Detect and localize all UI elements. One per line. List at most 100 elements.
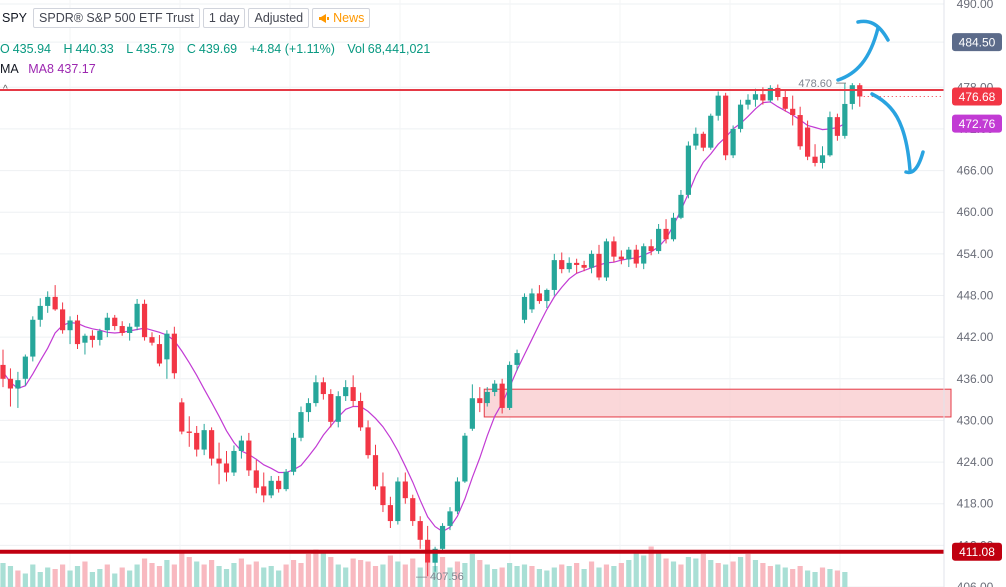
- symbol-ticker[interactable]: SPY: [2, 11, 28, 25]
- indicator-legend[interactable]: MA MA8 437.17: [0, 62, 96, 76]
- price-tick-label: 454.00: [957, 247, 994, 261]
- volume-bar: [119, 567, 125, 587]
- candle-body: [782, 97, 788, 109]
- volume-bar: [656, 552, 662, 587]
- candle-body: [402, 481, 408, 499]
- candle-body: [313, 382, 319, 404]
- candle: [223, 450, 230, 482]
- candle: [156, 335, 163, 367]
- candle: [171, 326, 177, 379]
- open-value: 435.94: [12, 42, 51, 56]
- candle-body: [805, 127, 811, 157]
- price-badge-label: 476.68: [959, 90, 996, 104]
- volume-bar: [633, 551, 639, 587]
- volume-bar: [819, 567, 826, 587]
- candle-body: [760, 94, 766, 101]
- close-value: 439.69: [198, 42, 238, 56]
- indicator-label: MA: [0, 62, 19, 76]
- price-badge-bg: [952, 33, 1002, 52]
- candle: [618, 250, 624, 265]
- volume-bar: [790, 569, 796, 587]
- candle: [849, 83, 855, 110]
- candle-body: [603, 241, 610, 278]
- price-tick-label: 430.00: [957, 413, 994, 427]
- candle-body: [387, 505, 393, 522]
- candle-body: [335, 396, 341, 422]
- news-label: News: [333, 11, 365, 25]
- candle: [119, 321, 125, 336]
- volume-bar: [417, 567, 423, 587]
- volume-bars: [0, 546, 848, 587]
- volume-bar: [536, 569, 542, 587]
- symbol-name[interactable]: SPDR® S&P 500 ETF Trust: [33, 8, 200, 28]
- volume-bar: [439, 557, 446, 587]
- candle: [380, 472, 386, 513]
- candle-body: [559, 260, 565, 270]
- candle-body: [141, 303, 148, 338]
- candle-body: [596, 253, 602, 278]
- indicator-value: 437.17: [57, 62, 96, 76]
- up-arrow-head: [856, 19, 890, 42]
- candle-body: [648, 246, 654, 252]
- volume-bar: [358, 560, 364, 587]
- candle-body: [89, 335, 95, 340]
- candle: [566, 257, 572, 273]
- candle: [782, 90, 788, 112]
- volume-bar: [760, 563, 766, 587]
- volume-bar: [343, 567, 349, 587]
- candle: [693, 127, 699, 150]
- candle: [819, 146, 826, 169]
- candle: [30, 316, 36, 362]
- grid: [0, 0, 944, 587]
- candle-body: [238, 440, 244, 451]
- candle: [648, 239, 654, 256]
- news-button[interactable]: News: [312, 8, 371, 28]
- change-value: +4.84 (+1.11%): [249, 42, 335, 56]
- volume-bar: [216, 566, 222, 587]
- candle-body: [641, 246, 647, 264]
- candle-body: [626, 249, 632, 260]
- volume-bar: [45, 567, 51, 587]
- candle-body: [514, 353, 520, 365]
- candle-body: [253, 470, 259, 488]
- interval-button[interactable]: 1 day: [202, 8, 246, 28]
- candle: [276, 475, 282, 493]
- price-badge-label: 472.76: [959, 117, 996, 131]
- candle: [507, 361, 513, 411]
- candle: [365, 420, 371, 459]
- candle: [499, 378, 505, 414]
- volume-bar: [320, 552, 326, 587]
- candle: [469, 384, 475, 431]
- price-tick-label: 490.00: [957, 0, 994, 11]
- price-tick-label: 406.00: [957, 580, 994, 587]
- volume-bar: [253, 561, 259, 587]
- adjustment-button[interactable]: Adjusted: [248, 8, 310, 28]
- candle-body: [454, 481, 461, 512]
- candle: [790, 95, 796, 126]
- candle: [335, 391, 341, 428]
- candle-body: [566, 262, 572, 270]
- candle-body: [551, 260, 557, 290]
- volume-bar: [618, 563, 624, 587]
- candle: [238, 435, 244, 459]
- candle-body: [134, 303, 140, 327]
- candle-body: [536, 293, 542, 302]
- candle: [74, 314, 81, 349]
- candle: [253, 459, 259, 494]
- candle: [670, 212, 677, 242]
- volume-bar: [447, 567, 453, 587]
- candle-body: [723, 95, 729, 156]
- price-tick-label: 442.00: [957, 330, 994, 344]
- collapse-legend-button[interactable]: ^: [3, 84, 8, 95]
- volume-bar: [313, 549, 319, 587]
- candle-body: [700, 133, 706, 148]
- volume-bar: [581, 569, 587, 587]
- volume-bar: [149, 563, 155, 587]
- candle-body: [305, 403, 312, 413]
- volume-bar: [37, 572, 43, 587]
- candle-body: [656, 228, 662, 252]
- volume-bar: [551, 567, 557, 587]
- candle-body: [618, 256, 624, 260]
- candle: [462, 432, 468, 483]
